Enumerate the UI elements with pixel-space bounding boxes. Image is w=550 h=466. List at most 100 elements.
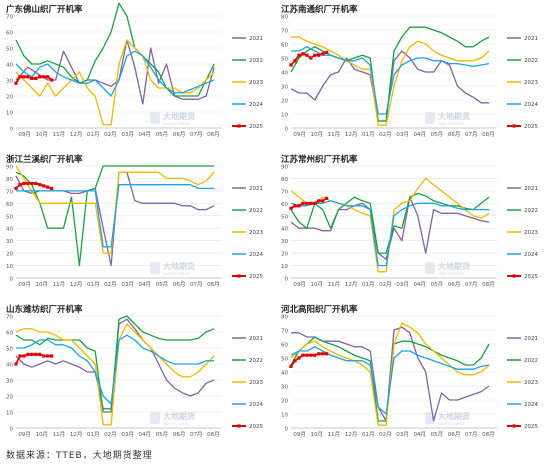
legend-label-2022: 2022 — [249, 208, 263, 214]
legend-label-2023: 2023 — [249, 230, 263, 236]
x-tick-label: 10月 — [36, 281, 49, 288]
chart-title: 江苏南通织厂开机率 — [281, 4, 358, 15]
watermark-logo-icon — [425, 112, 435, 124]
legend-label-2025: 2025 — [524, 124, 538, 130]
y-tick-label: 20 — [281, 399, 288, 405]
legend-label-2024: 2024 — [524, 252, 538, 258]
legend-label-2021: 2021 — [249, 186, 263, 192]
legend-label-2021: 2021 — [524, 186, 538, 192]
x-tick-label: 02月 — [379, 131, 392, 138]
watermark-logo-icon — [150, 412, 160, 424]
legend-label-2022: 2022 — [249, 358, 263, 364]
watermark-logo-icon — [150, 262, 160, 274]
data-point-2025 — [297, 204, 301, 208]
watermark-subtext: DADI FUTURES — [163, 272, 190, 276]
x-tick-label: 09月 — [293, 431, 306, 438]
data-point-2025 — [325, 352, 329, 356]
x-tick-label: 09月 — [18, 431, 31, 438]
y-tick-label: 40 — [281, 371, 288, 377]
chart-panel-nantong: 江苏南通织厂开机率 大地期货 DADI FUTURES 0 10 20 30 40 50 60 70… — [275, 0, 550, 146]
x-tick-label: 05月 — [156, 131, 169, 138]
y-tick-label: 0 — [10, 277, 14, 283]
x-tick-label: 09月 — [18, 131, 31, 138]
data-point-2025 — [309, 353, 313, 357]
data-point-2025 — [293, 359, 297, 363]
x-tick-label: 03月 — [121, 281, 134, 288]
chart-title: 河北高阳织厂开机率 — [281, 304, 358, 315]
y-tick-label: 30 — [281, 385, 288, 391]
data-point-2025 — [38, 183, 42, 187]
legend-label-2024: 2024 — [249, 402, 263, 408]
x-tick-label: 07月 — [465, 431, 478, 438]
x-tick-label: 08月 — [207, 281, 220, 288]
chart-panel-foshan: 广东佛山织厂开机率 大地期货 DADI FUTURES 0 10 20 30 40 50 60 70… — [0, 0, 275, 146]
series-line-2023 — [15, 165, 215, 254]
data-point-2025 — [293, 204, 297, 208]
y-tick-label: 50 — [281, 357, 288, 363]
data-point-2025 — [325, 196, 329, 200]
y-tick-label: 70 — [6, 15, 13, 21]
legend-label-2023: 2023 — [249, 80, 263, 86]
legend-label-2022: 2022 — [524, 58, 538, 64]
x-tick-label: 01月 — [362, 131, 375, 138]
x-tick-label: 11月 — [53, 431, 66, 438]
x-tick-label: 07月 — [190, 281, 203, 288]
data-point-2025 — [309, 201, 313, 205]
series-line-2025 — [15, 182, 52, 190]
y-tick-label: 70 — [281, 29, 288, 35]
x-tick-label: 03月 — [396, 131, 409, 138]
legend-label-2021: 2021 — [524, 36, 538, 42]
x-tick-label: 03月 — [396, 281, 409, 288]
x-tick-label: 01月 — [362, 431, 375, 438]
series-line-2023 — [291, 36, 490, 126]
x-tick-label: 11月 — [328, 281, 341, 288]
x-tick-label: 04月 — [139, 131, 152, 138]
series-line-2022 — [15, 2, 215, 97]
x-tick-label: 12月 — [345, 281, 358, 288]
x-tick-label: 01月 — [87, 281, 100, 288]
legend-marker-2025 — [512, 124, 516, 128]
chart-panel-weifang: 山东潍坊织厂开机率 大地期货 DADI FUTURES 0 10 20 30 40 50 60 70… — [0, 300, 275, 446]
x-tick-label: 05月 — [431, 131, 444, 138]
y-tick-label: 70 — [281, 189, 288, 195]
series-line-2024 — [15, 50, 215, 97]
x-tick-label: 03月 — [121, 131, 134, 138]
y-tick-label: 20 — [6, 95, 13, 101]
data-point-2025 — [38, 75, 42, 79]
y-tick-label: 60 — [281, 343, 288, 349]
x-tick-label: 12月 — [70, 431, 83, 438]
x-tick-label: 04月 — [139, 431, 152, 438]
data-point-2025 — [34, 352, 38, 356]
x-tick-label: 08月 — [482, 131, 495, 138]
data-point-2025 — [317, 199, 321, 203]
watermark-text: 大地期货 — [438, 261, 470, 271]
data-point-2025 — [30, 76, 34, 80]
legend-label-2025: 2025 — [249, 424, 263, 430]
x-tick-label: 02月 — [104, 281, 117, 288]
series-line-2024 — [290, 346, 490, 415]
x-tick-label: 10月 — [311, 281, 324, 288]
x-tick-label: 02月 — [104, 431, 117, 438]
y-tick-label: 90 — [281, 165, 288, 171]
series-line-2024 — [16, 334, 215, 405]
series-line-2023 — [290, 177, 490, 273]
data-point-2025 — [18, 75, 22, 79]
data-point-2025 — [42, 354, 46, 358]
y-tick-label: 0 — [285, 277, 289, 283]
y-tick-label: 0 — [285, 127, 289, 133]
x-tick-label: 08月 — [482, 431, 495, 438]
legend-marker-2025 — [237, 124, 241, 128]
x-tick-label: 11月 — [53, 131, 66, 138]
data-point-2025 — [321, 52, 325, 56]
x-tick-label: 04月 — [414, 431, 427, 438]
series-line-2024 — [290, 200, 490, 267]
data-point-2025 — [22, 181, 26, 186]
data-point-2025 — [297, 356, 301, 360]
y-tick-label: 40 — [281, 71, 288, 77]
chart-panel-lanxi: 浙江兰溪织厂开机率 大地期货 DADI FUTURES 0 10 20 30 40 50 60 70… — [0, 150, 275, 296]
